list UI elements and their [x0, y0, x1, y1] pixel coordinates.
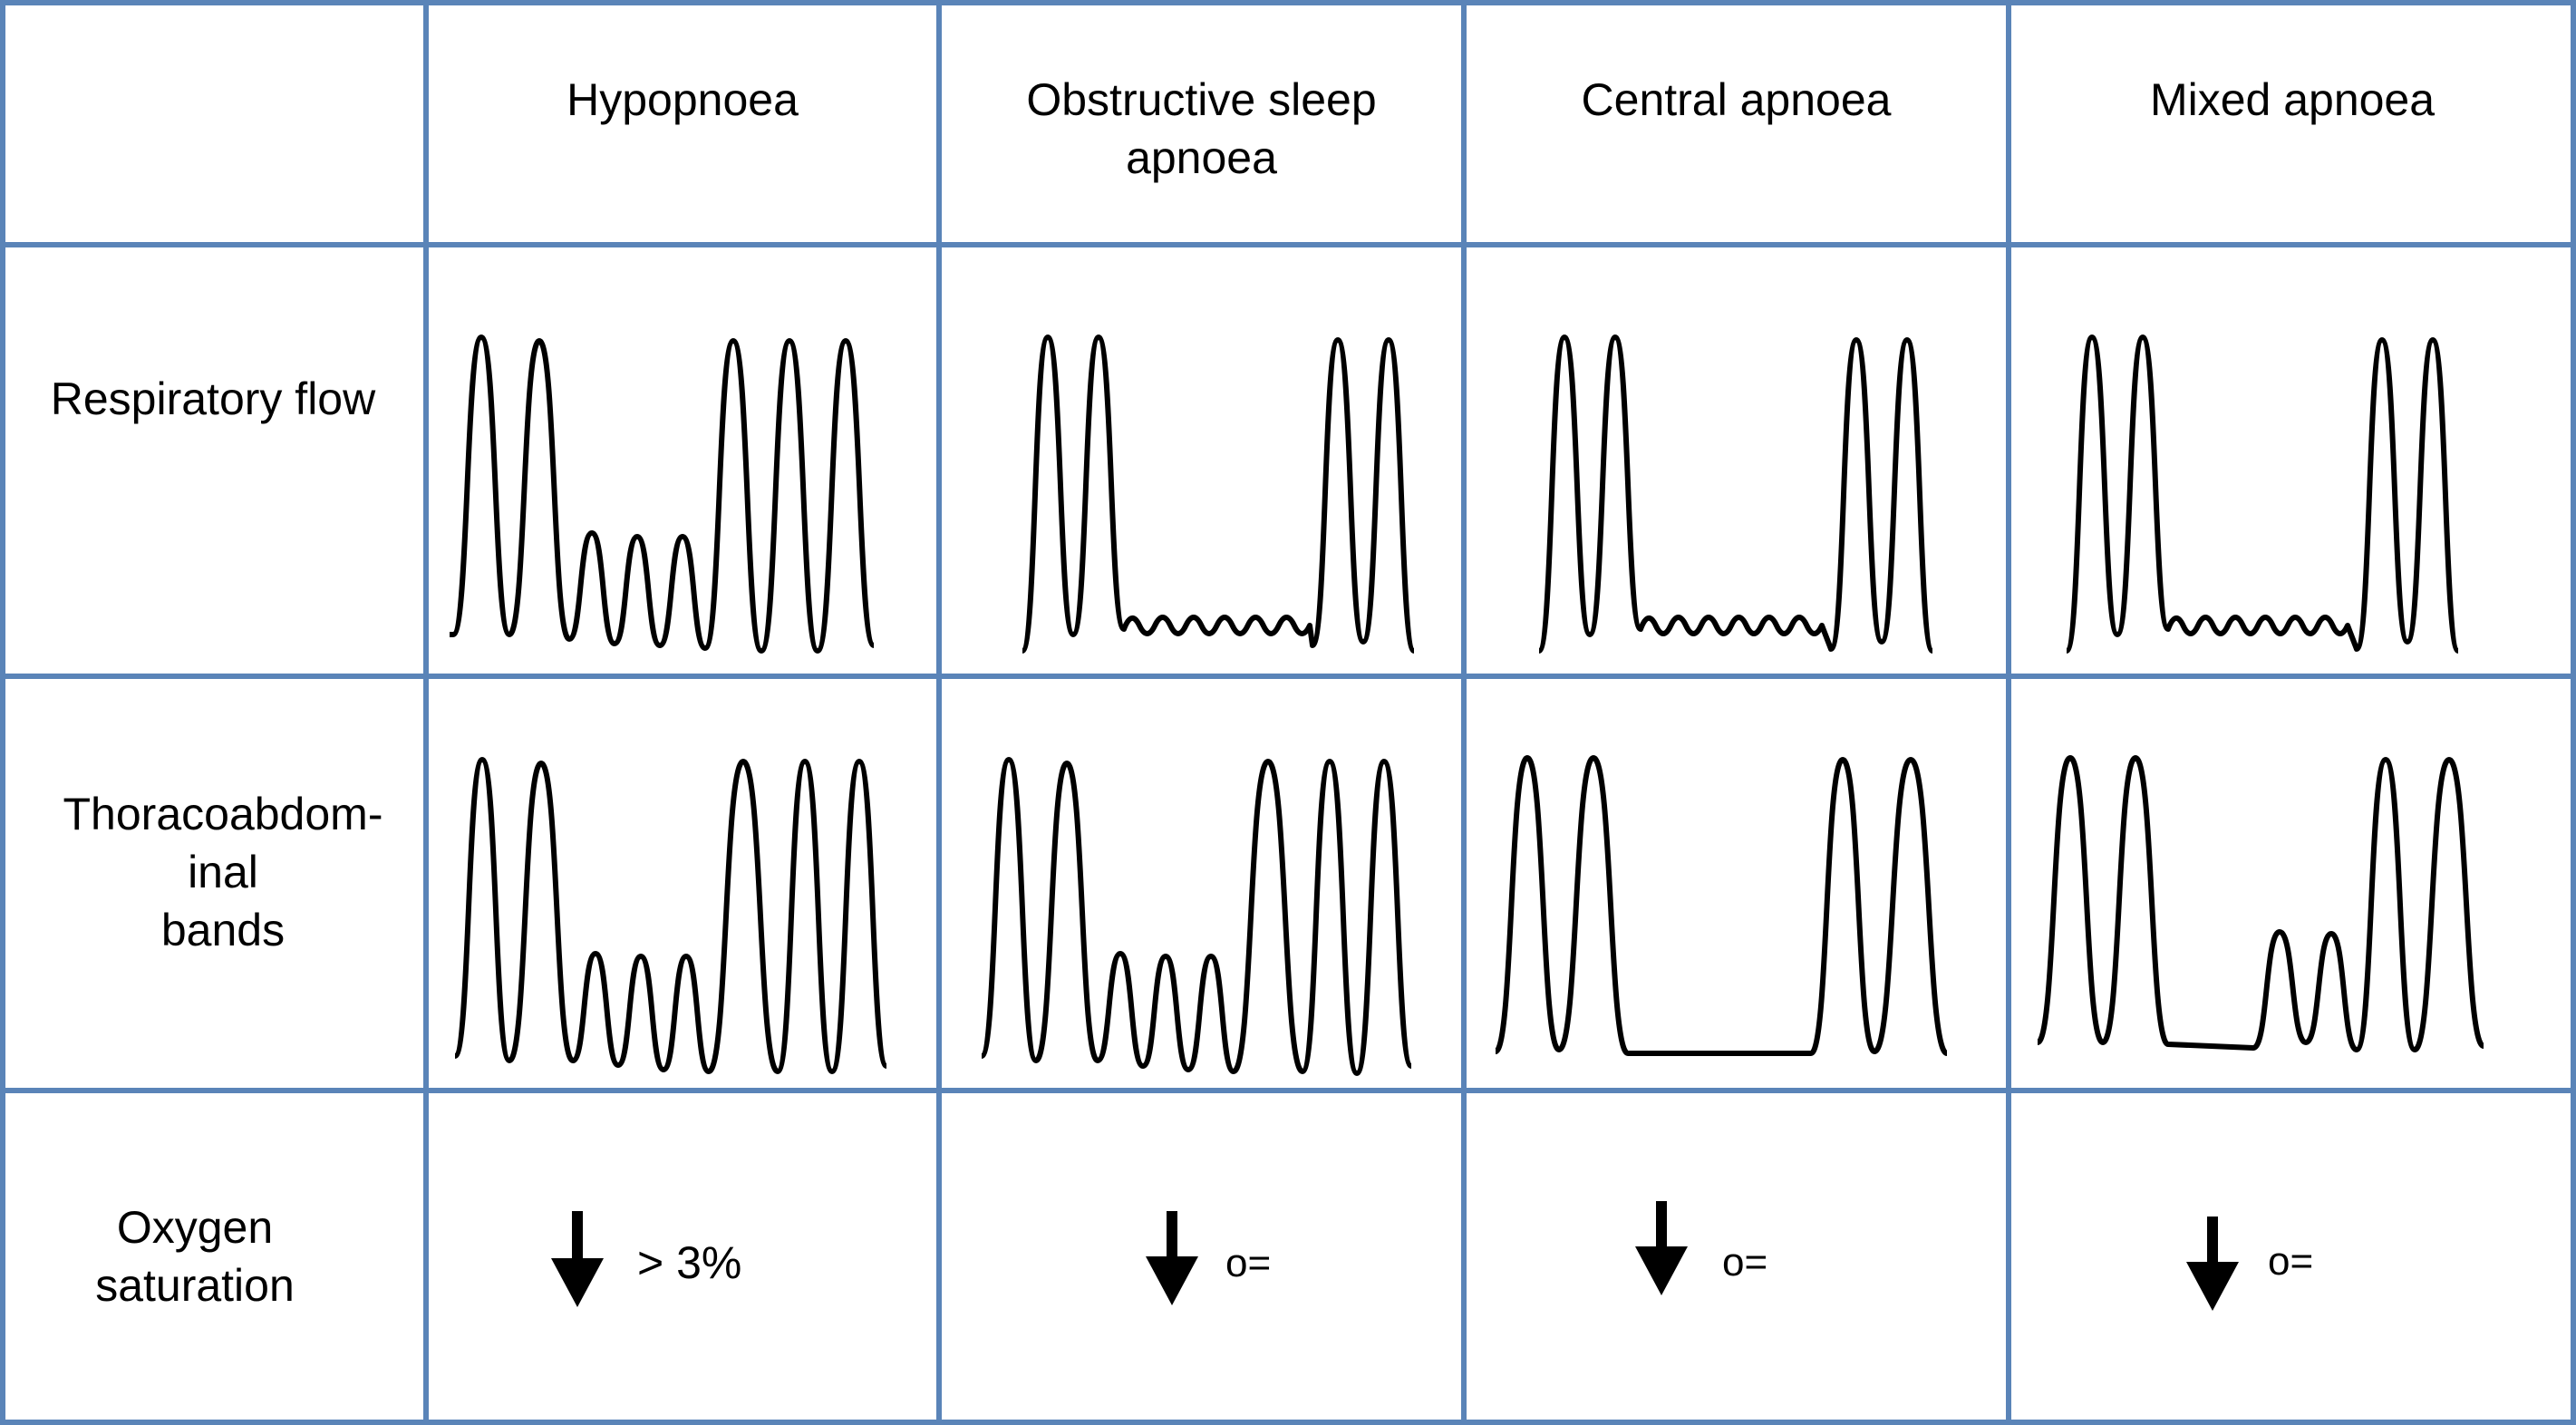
respiratory-flow-trace-mixed: [2064, 334, 2461, 654]
row-label-line3: bands: [160, 905, 286, 955]
row-label-respiratory-flow: Respiratory flow: [0, 370, 426, 428]
header-label: Central apnoea: [1581, 74, 1892, 125]
header-label-line1: Obstructive sleep: [1026, 74, 1377, 125]
oxygen-value-obstructive: o=: [1225, 1241, 1272, 1285]
down-arrow-icon: [2186, 1217, 2239, 1311]
row-label-thoracoabdominal-bands: Thoracoabdom- inal bands: [0, 785, 446, 959]
header-central-apnoea: Central apnoea: [1464, 71, 2009, 129]
oxygen-value-hypopnoea: > 3%: [637, 1237, 742, 1288]
header-label: Hypopnoea: [567, 74, 799, 125]
row-label: Respiratory flow: [50, 373, 376, 424]
thoracoabdominal-trace-obstructive: [979, 757, 1414, 1076]
row-label-line2: saturation: [95, 1260, 295, 1311]
row-label-line1: Oxygen: [116, 1202, 274, 1253]
respiratory-flow-trace-central: [1536, 334, 1935, 654]
row-label-line1: Thoracoabdom-: [63, 789, 383, 839]
respiratory-flow-trace-obstructive: [1020, 334, 1417, 654]
respiratory-flow-trace-hypopnoea: [450, 334, 876, 654]
thoracoabdominal-trace-central: [1493, 755, 1949, 1056]
header-label-line2: apnoea: [1126, 132, 1277, 183]
row-label-oxygen-saturation: Oxygen saturation: [0, 1198, 390, 1314]
oxygen-value-mixed: o=: [2268, 1239, 2314, 1284]
down-arrow-icon: [551, 1211, 604, 1307]
header-mixed-apnoea: Mixed apnoea: [2009, 71, 2576, 129]
thoracoabdominal-trace-mixed: [2035, 755, 2486, 1052]
thoracoabdominal-trace-hypopnoea: [452, 757, 889, 1074]
header-obstructive-sleep-apnoea: Obstructive sleep apnoea: [939, 71, 1464, 187]
header-hypopnoea: Hypopnoea: [426, 71, 939, 129]
down-arrow-icon: [1635, 1201, 1688, 1295]
oxygen-value-central: o=: [1722, 1240, 1768, 1284]
row-label-line2: inal: [188, 847, 258, 897]
down-arrow-icon: [1146, 1211, 1198, 1305]
header-label: Mixed apnoea: [2149, 74, 2436, 125]
